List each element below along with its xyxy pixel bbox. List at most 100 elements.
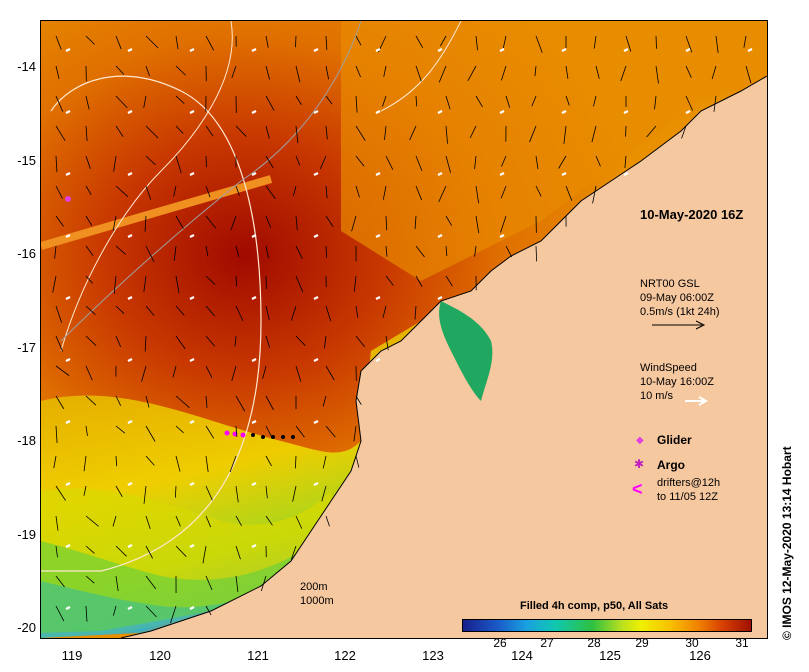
wind-arrow <box>127 482 133 486</box>
current-arrow <box>440 35 447 47</box>
current-arrow <box>112 215 117 231</box>
current-arrow <box>624 155 627 168</box>
wind-arrow <box>127 48 133 52</box>
current-arrow <box>474 245 477 257</box>
current-arrow <box>265 155 274 169</box>
wind-arrow <box>127 110 133 114</box>
current-arrow <box>85 575 95 584</box>
wind-arrow <box>499 234 505 238</box>
current-arrow <box>325 305 332 322</box>
current-arrow <box>235 185 240 196</box>
current-arrow <box>353 275 357 292</box>
x-tick-label: 121 <box>247 648 269 663</box>
current-arrow <box>55 605 65 622</box>
current-arrow <box>85 245 94 256</box>
current-arrow <box>592 185 597 204</box>
x-tick-label: 126 <box>689 648 711 663</box>
current-arrow <box>438 185 447 203</box>
current-arrow <box>143 485 147 504</box>
wind-arrow <box>251 234 257 238</box>
wind-arrow <box>251 110 257 114</box>
current-arrow <box>445 215 452 226</box>
current-arrow <box>115 35 122 50</box>
wind-arrow <box>561 172 567 176</box>
current-arrow <box>265 245 269 259</box>
current-arrow <box>145 575 157 590</box>
wind-arrow <box>251 420 257 424</box>
wind-arrow <box>685 48 691 52</box>
current-arrow <box>235 395 246 412</box>
current-arrow <box>55 65 60 79</box>
drifter-track <box>224 430 295 439</box>
current-arrow <box>145 125 159 139</box>
current-arrow <box>85 425 88 437</box>
current-arrow <box>505 95 511 108</box>
wind-arrow <box>127 172 133 176</box>
current-arrow <box>383 65 387 77</box>
current-arrow <box>205 425 215 439</box>
current-arrow <box>295 35 297 48</box>
contour-grey <box>60 21 362 342</box>
current-arrow <box>230 215 237 231</box>
current-arrow <box>145 455 155 466</box>
current-arrow <box>474 155 477 170</box>
wind-arrow <box>189 606 195 610</box>
current-arrow <box>115 125 124 137</box>
wind-arrow <box>65 296 71 300</box>
current-arrow <box>175 35 179 50</box>
current-arrow <box>355 155 365 167</box>
current-arrow <box>205 35 215 51</box>
current-arrow <box>55 95 64 112</box>
current-arrow <box>535 155 539 170</box>
current-arrow <box>469 125 477 139</box>
wind-arrow <box>65 234 71 238</box>
current-arrow <box>534 65 537 77</box>
current-arrow <box>55 305 62 323</box>
current-arrow <box>144 335 147 352</box>
current-arrow <box>145 155 156 166</box>
current-arrow <box>382 185 387 200</box>
current-arrow <box>205 245 209 257</box>
current-arrow <box>415 185 423 201</box>
wind-arrow <box>313 110 319 114</box>
current-arrow <box>501 65 507 81</box>
sst-map[interactable] <box>40 20 768 639</box>
current-arrow <box>85 365 93 381</box>
current-arrow <box>113 155 117 172</box>
currents-label: NRT00 GSL 09-May 06:00Z 0.5m/s (1kt 24h) <box>640 277 719 319</box>
current-arrow <box>685 95 694 111</box>
wind-arrow <box>437 110 443 114</box>
current-arrow <box>170 605 177 624</box>
current-arrow <box>325 185 328 199</box>
current-arrow <box>355 185 360 198</box>
wind-arrow <box>65 110 71 114</box>
current-arrow <box>385 215 388 231</box>
current-arrow <box>115 455 118 467</box>
current-arrow <box>115 95 128 109</box>
wind-arrows <box>65 48 753 610</box>
current-arrow <box>173 245 177 261</box>
current-arrow <box>563 125 567 144</box>
current-arrow <box>593 35 597 49</box>
current-arrow <box>112 605 117 616</box>
drifters-line1: drifters@12h <box>657 477 721 489</box>
wind-arrow <box>375 48 381 52</box>
wind-arrow <box>437 234 443 238</box>
y-tick-label: -14 <box>17 59 36 74</box>
current-arrow <box>175 215 184 229</box>
current-arrow <box>235 305 244 322</box>
wind-arrow <box>313 358 319 362</box>
current-arrow <box>295 335 306 347</box>
x-tick-label: 122 <box>334 648 356 663</box>
wind-arrow <box>313 48 319 52</box>
colorbar-tick: 26 <box>493 636 507 650</box>
y-tick-label: -17 <box>17 340 36 355</box>
wind-arrow <box>189 544 195 548</box>
current-arrow <box>235 485 239 503</box>
coastal-bay <box>439 301 493 401</box>
current-arrow <box>205 275 216 285</box>
current-arrows <box>52 35 752 624</box>
current-arrow <box>415 65 422 82</box>
current-arrow <box>175 455 181 472</box>
current-arrow <box>175 125 184 134</box>
